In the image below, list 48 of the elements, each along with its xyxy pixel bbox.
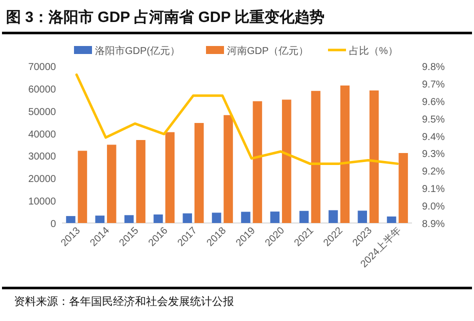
bar	[194, 122, 204, 223]
bar	[95, 216, 105, 223]
chart-title: 图 3：洛阳市 GDP 占河南省 GDP 比重变化趋势	[6, 8, 325, 26]
bar	[212, 212, 222, 223]
y-tick-label: 60000	[28, 84, 56, 96]
bar	[386, 216, 396, 223]
y-tick-label: 30000	[28, 152, 56, 163]
y2-tick-label: 9.3%	[422, 149, 445, 160]
y-tick-label: 20000	[28, 174, 56, 186]
text: 资料来源：各年国民经济和社会发展统计公报	[14, 295, 234, 308]
bar	[340, 86, 350, 223]
bar	[106, 144, 116, 223]
bar	[252, 101, 262, 223]
bar	[182, 213, 192, 223]
bar	[241, 212, 250, 223]
bar	[282, 100, 292, 223]
legend-label: 洛阳市GDP(亿元）	[95, 45, 180, 57]
legend-label: 占比（%）	[349, 45, 398, 57]
y-tick-label: 40000	[28, 129, 56, 140]
y2-tick-label: 9.8%	[422, 62, 445, 73]
bar	[136, 140, 146, 223]
y2-tick-label: 9.4%	[422, 132, 445, 143]
bar	[154, 214, 163, 223]
bar	[299, 210, 309, 223]
y2-tick-label: 9.5%	[422, 114, 445, 126]
bar	[224, 115, 233, 223]
y2-tick-label: 9.7%	[422, 79, 445, 90]
y-tick-label: 0	[50, 219, 56, 230]
bar	[165, 132, 175, 223]
bar	[358, 210, 368, 223]
y-tick-label: 10000	[28, 196, 56, 208]
bar	[124, 215, 134, 223]
bar	[328, 210, 338, 223]
y2-tick-label: 9.6%	[422, 96, 445, 108]
bar	[311, 90, 320, 223]
bar	[66, 216, 76, 223]
y2-tick-label: 8.9%	[422, 219, 445, 230]
line-series	[75, 73, 399, 165]
y2-tick-label: 9.0%	[422, 202, 445, 213]
y-tick-label: 50000	[28, 106, 56, 118]
y2-tick-label: 9.1%	[422, 184, 445, 196]
bar	[270, 212, 280, 223]
legend-label: 河南GDP（亿元）	[227, 45, 309, 57]
bar	[398, 153, 408, 223]
bar	[369, 90, 379, 223]
bar	[78, 150, 88, 223]
y-tick-label: 70000	[28, 62, 56, 73]
y2-tick-label: 9.2%	[422, 166, 445, 178]
